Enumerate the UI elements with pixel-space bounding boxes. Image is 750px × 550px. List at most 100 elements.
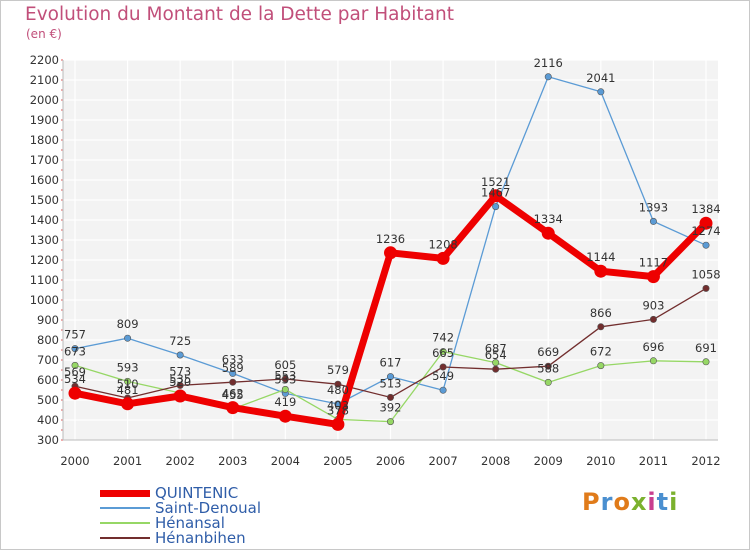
legend-swatch	[100, 489, 150, 497]
data-point	[226, 401, 240, 415]
data-point	[173, 389, 187, 403]
data-point	[492, 203, 500, 211]
y-tick-label: 500	[37, 393, 59, 407]
data-point	[492, 365, 500, 373]
data-point	[489, 189, 503, 203]
x-tick-label: 2006	[376, 454, 405, 468]
y-tick-label: 1800	[30, 133, 59, 147]
y-tick-label: 400	[37, 413, 59, 427]
data-label: 480	[327, 383, 349, 397]
x-tick-label: 2003	[218, 454, 247, 468]
data-label: 605	[274, 358, 296, 372]
data-point	[702, 358, 710, 366]
logo-letter: o	[613, 488, 631, 516]
data-label: 1058	[691, 267, 720, 281]
data-label: 1334	[534, 212, 563, 226]
x-tick-label: 2004	[271, 454, 300, 468]
x-tick-label: 2010	[586, 454, 615, 468]
y-tick-label: 1400	[30, 213, 59, 227]
logo-letter: i	[647, 488, 657, 516]
data-label: 2041	[586, 71, 615, 85]
y-tick-label: 900	[37, 313, 59, 327]
data-point	[541, 226, 555, 240]
x-tick-label: 2002	[166, 454, 195, 468]
legend-swatch	[100, 522, 150, 524]
data-point	[439, 386, 447, 394]
data-label: 691	[695, 341, 717, 355]
legend-swatch	[100, 507, 150, 509]
y-tick-label: 2000	[30, 93, 59, 107]
data-label: 510	[117, 377, 139, 391]
y-tick-label: 1200	[30, 253, 59, 267]
data-point	[649, 315, 657, 323]
data-point	[646, 270, 660, 284]
logo-letter: x	[630, 488, 648, 516]
data-label: 403	[327, 398, 349, 412]
data-label: 534	[64, 372, 86, 386]
data-label: 573	[169, 364, 191, 378]
data-label: 455	[222, 388, 244, 402]
logo-letter: i	[669, 488, 679, 516]
data-point	[439, 363, 447, 371]
data-point	[597, 323, 605, 331]
y-tick-label: 1700	[30, 153, 59, 167]
data-point	[281, 385, 289, 393]
data-label: 1274	[691, 224, 720, 238]
x-tick-label: 2008	[481, 454, 510, 468]
data-label: 392	[380, 401, 402, 415]
data-point	[71, 345, 79, 353]
chart-subtitle: (en €)	[26, 27, 62, 41]
data-point	[176, 351, 184, 359]
data-label: 669	[537, 345, 559, 359]
data-point	[544, 378, 552, 386]
logo-letter: r	[600, 488, 614, 516]
data-point	[229, 369, 237, 377]
data-label: 481	[117, 383, 139, 397]
data-label: 419	[274, 395, 296, 409]
data-point	[229, 378, 237, 386]
legend-label: Saint-Denoual	[155, 499, 262, 517]
data-label: 696	[642, 340, 664, 354]
legend-label: QUINTENIC	[155, 484, 239, 502]
y-tick-label: 2200	[30, 53, 59, 67]
x-tick-label: 2005	[323, 454, 352, 468]
data-point	[176, 381, 184, 389]
data-label: 757	[64, 328, 86, 342]
data-label: 1521	[481, 175, 510, 189]
data-point	[121, 397, 135, 411]
x-tick-label: 2007	[428, 454, 457, 468]
data-label: 665	[432, 346, 454, 360]
y-tick-label: 1000	[30, 293, 59, 307]
data-point	[544, 362, 552, 370]
data-point	[649, 217, 657, 225]
data-point	[124, 334, 132, 342]
y-tick-label: 800	[37, 333, 59, 347]
data-label: 593	[117, 360, 139, 374]
data-point	[334, 380, 342, 388]
y-tick-label: 600	[37, 373, 59, 387]
data-point	[386, 373, 394, 381]
data-point	[331, 417, 345, 431]
data-label: 513	[380, 376, 402, 390]
data-label: 673	[64, 344, 86, 358]
x-tick-label: 2000	[60, 454, 89, 468]
data-point	[597, 88, 605, 96]
data-label: 633	[222, 352, 244, 366]
data-label: 654	[485, 348, 507, 362]
data-label: 520	[169, 375, 191, 389]
data-label: 588	[537, 361, 559, 375]
data-label: 569	[64, 365, 86, 379]
y-tick-label: 1500	[30, 193, 59, 207]
data-point	[278, 409, 292, 423]
legend-swatch	[100, 537, 150, 539]
y-tick-label: 1600	[30, 173, 59, 187]
data-label: 462	[222, 387, 244, 401]
data-label: 1117	[639, 256, 668, 270]
legend-label: Hénansal	[155, 514, 225, 532]
data-label: 2116	[534, 56, 563, 70]
data-point	[71, 361, 79, 369]
data-point	[68, 386, 82, 400]
data-label: 903	[642, 298, 664, 312]
data-label: 579	[327, 363, 349, 377]
data-label: 866	[590, 306, 612, 320]
